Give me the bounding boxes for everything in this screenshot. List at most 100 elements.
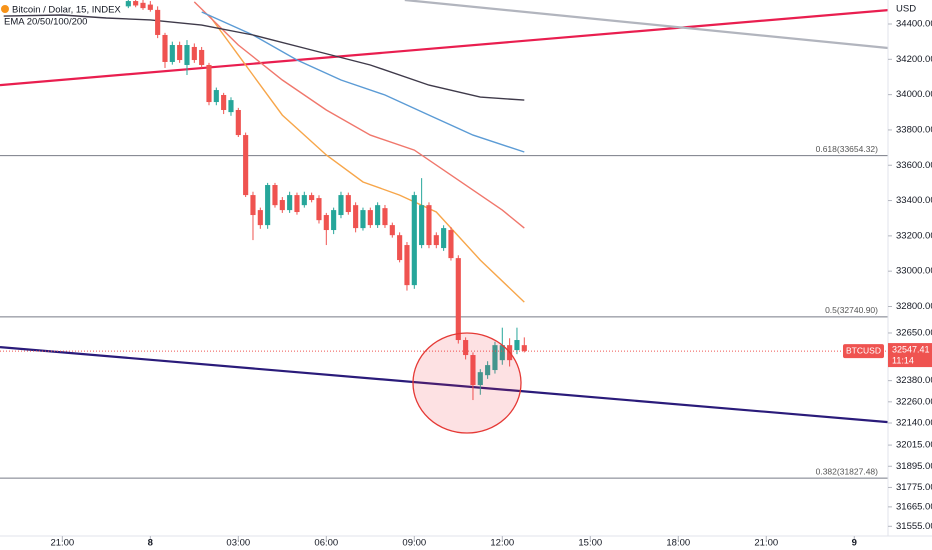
candle-body [426,205,432,246]
candle-body [257,210,263,226]
legend-indicator: EMA 20/50/100/200 [4,17,87,28]
candle-body [287,195,293,211]
candle-body [316,198,322,221]
candle-body [243,135,249,196]
y-tick-label: 33800.00 [896,124,932,135]
candle-body [265,185,271,226]
candle-body [169,45,175,62]
y-tick-label: 32380.00 [896,375,932,386]
x-tick-label: 09:00 [402,538,426,549]
last-price-label: 32547.41 [892,344,930,354]
countdown-label: 11:14 [892,355,914,365]
candle-body [177,45,183,61]
candle-body [331,210,337,231]
candle-body [155,9,161,35]
y-tick-label: 34000.00 [896,89,932,100]
candle-body [213,90,219,103]
candle-body [206,64,212,103]
candle-body [301,195,307,206]
y-tick-label: 32650.00 [896,327,932,338]
x-tick-label: 12:00 [490,538,514,549]
y-tick-label: 33000.00 [896,266,932,277]
candle-body [389,225,395,236]
y-tick-label: 33600.00 [896,160,932,171]
candle-body [485,365,491,376]
symbol-label: BTCUSD [846,345,881,355]
y-tick-label: 32260.00 [896,396,932,407]
y-tick-label: 31665.00 [896,501,932,512]
candle-body [221,94,227,110]
candle-body [433,235,439,246]
currency-label: USD [896,4,916,15]
x-tick-label: 03:00 [226,538,250,549]
candle-body [521,345,527,352]
candle-body [199,49,205,65]
candle-body [382,208,388,226]
symbol-icon [1,5,9,13]
candle-body [162,34,168,62]
candle-body [514,340,520,351]
candle-body [309,195,315,201]
x-tick-label: 18:00 [666,538,690,549]
x-tick-label: 9 [852,538,857,549]
x-tick-label: 8 [148,538,153,549]
ema-line [3,14,525,101]
candle-body [191,46,197,61]
candle-body [463,340,469,356]
ema-line [201,11,525,153]
x-tick-label: 15:00 [578,538,602,549]
candle-body [125,1,131,7]
y-tick-label: 32140.00 [896,418,932,429]
plot-area: 0.618(33654.32) 0.5(32740.90) 0.382(31827.… [0,0,889,479]
candle-body [441,228,447,249]
candle-body [448,230,454,259]
candle-body [455,258,461,341]
candle-body [184,45,190,65]
candle-body [250,195,256,216]
candle-body [323,215,329,231]
trend-line [404,0,889,50]
candle-body [133,1,139,6]
candle-body [404,245,410,286]
candle-body [235,109,241,136]
y-tick-label: 33400.00 [896,195,932,206]
candle-body [345,195,351,213]
candle-body [367,210,373,226]
y-tick-label: 31555.00 [896,521,932,532]
candle-body [397,235,403,261]
candle-body [419,205,425,246]
candle-body [360,210,366,229]
candle-body [353,205,359,229]
candle-body [477,372,483,386]
candle-body [375,205,381,226]
symbol-badge [843,344,884,359]
candle-body [228,100,234,113]
fib-label: 0.382(31827.48) [816,466,879,476]
y-tick-label: 31895.00 [896,461,932,472]
x-tick-label: 06:00 [314,538,338,549]
y-tick-label: 32800.00 [896,301,932,312]
candle-body [294,195,300,213]
y-tick-label: 33200.00 [896,230,932,241]
ema-line [208,14,525,303]
y-tick-label: 32015.00 [896,440,932,451]
x-tick-label: 21:00 [50,538,74,549]
trend-line [0,9,889,87]
candle-body [499,345,505,361]
ema-line [193,1,525,229]
candle-body [279,200,285,211]
candle-body [147,4,153,10]
x-tick-label: 21:00 [754,538,778,549]
y-tick-label: 31775.00 [896,482,932,493]
y-tick-label: 34200.00 [896,54,932,65]
highlight-circle [412,332,522,434]
candle-body [338,195,344,216]
fib-label: 0.5(32740.90) [825,305,878,315]
candle-body [140,2,146,9]
y-tick-label: 34400.00 [896,19,932,30]
legend-title: Bitcoin / Dolar, 15, INDEX [12,5,121,16]
candle-body [411,195,417,286]
candle-body [272,185,278,206]
